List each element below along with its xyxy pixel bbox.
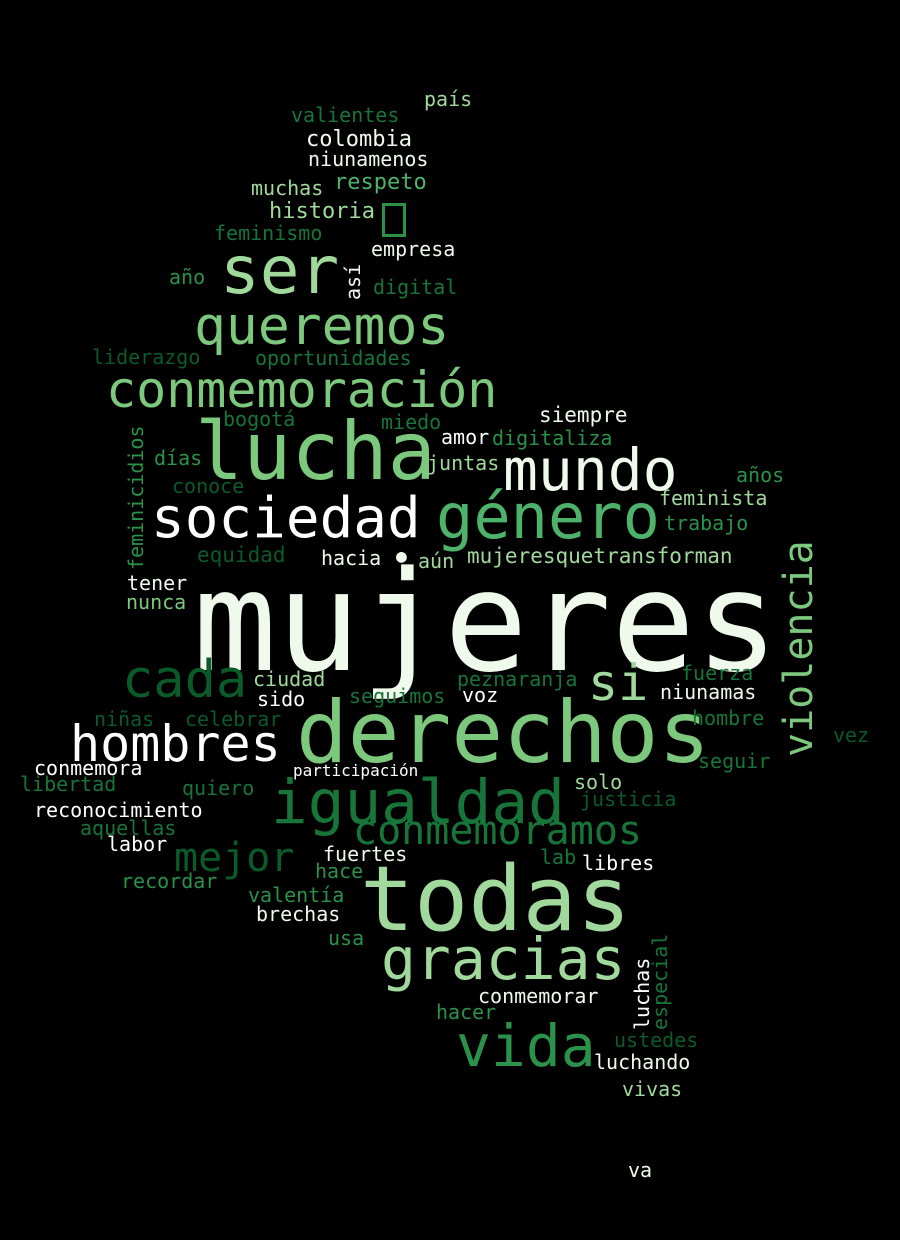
word-miedo: miedo bbox=[381, 410, 442, 434]
word-seguir: seguir bbox=[698, 749, 771, 773]
word-muchas: muchas bbox=[251, 176, 324, 200]
word-usa: usa bbox=[328, 926, 365, 950]
word-valientes: valientes bbox=[291, 103, 400, 127]
word-empresa: empresa bbox=[371, 237, 456, 261]
word-nunca: nunca bbox=[126, 590, 187, 614]
word-celebrar: celebrar bbox=[185, 707, 282, 731]
word-conmemoracion: conmemoración bbox=[106, 361, 498, 419]
word-aquellas: aquellas bbox=[80, 816, 177, 840]
word-luchas: luchas bbox=[630, 957, 654, 1030]
word-conmemoramos: conmemoramos bbox=[353, 808, 642, 854]
word-pais: país bbox=[424, 87, 473, 111]
word-mejor: mejor bbox=[174, 835, 295, 881]
word-sido: sido bbox=[257, 687, 306, 711]
word-justicia: justicia bbox=[580, 787, 677, 811]
word-vez: vez bbox=[833, 723, 870, 747]
word-vivas: vivas bbox=[622, 1077, 683, 1101]
word-sociedad: sociedad bbox=[151, 486, 421, 551]
word-libertad: libertad bbox=[20, 772, 117, 796]
word-violencia: violencia bbox=[776, 540, 822, 757]
word-juntas: juntas bbox=[427, 451, 500, 475]
word-niunamas: niunamas bbox=[660, 680, 757, 704]
word-ciudad: ciudad bbox=[253, 667, 326, 691]
word-lucha: lucha bbox=[195, 405, 436, 498]
word-gracias: gracias bbox=[381, 925, 626, 993]
word-fuertes: fuertes bbox=[323, 842, 408, 866]
word-genero: género bbox=[436, 480, 660, 553]
word-historia: historia bbox=[269, 199, 375, 224]
word-asi: así bbox=[341, 263, 365, 300]
word-hacia: hacia bbox=[321, 546, 382, 570]
word-respeto: respeto bbox=[334, 170, 427, 195]
word-dias: días bbox=[154, 446, 203, 470]
word-tener: tener bbox=[127, 571, 188, 595]
word-colombia: colombia bbox=[306, 127, 412, 152]
word-equidad: equidad bbox=[197, 543, 286, 567]
word-solo: solo bbox=[574, 770, 623, 794]
missing-glyph-icon bbox=[382, 203, 406, 237]
word-mujeres: mujeres bbox=[193, 541, 779, 703]
word-ser: ser bbox=[220, 232, 340, 309]
word-ninas: niñas bbox=[94, 707, 155, 731]
word-peznaranja: peznaranja bbox=[457, 667, 578, 691]
word-quiero: quiero bbox=[182, 776, 255, 800]
word-anos: años bbox=[736, 463, 785, 487]
word-vida: vida bbox=[456, 1012, 596, 1080]
word-digitaliza: digitaliza bbox=[492, 426, 613, 450]
word-trabajo: trabajo bbox=[664, 511, 749, 535]
word-hace: hace bbox=[315, 859, 364, 883]
word-reconocimiento: reconocimiento bbox=[34, 798, 203, 822]
word-seguimos: seguimos bbox=[349, 684, 446, 708]
word-ustedes: ustedes bbox=[614, 1028, 699, 1052]
word-libres: libres bbox=[582, 851, 655, 875]
word-mundo: mundo bbox=[503, 436, 678, 504]
word-brechas: brechas bbox=[256, 902, 341, 926]
word-participacion: participación bbox=[293, 761, 419, 780]
word-queremos: queremos bbox=[194, 296, 450, 357]
word-si: si bbox=[588, 654, 649, 712]
word-digital: digital bbox=[373, 275, 458, 299]
word-bogota: bogotá bbox=[223, 407, 296, 431]
word-luchando: luchando bbox=[594, 1050, 691, 1074]
word-conoce: conoce bbox=[172, 474, 245, 498]
word-igualdad: igualdad bbox=[271, 767, 565, 838]
word-ano: año bbox=[169, 265, 206, 289]
word-siempre: siempre bbox=[539, 403, 628, 427]
word-voz: voz bbox=[462, 683, 499, 707]
word-fuerza: fuerza bbox=[681, 661, 754, 685]
word-mujeresquetransforman: mujeresquetransforman bbox=[467, 544, 733, 568]
word-feminismo: feminismo bbox=[214, 221, 323, 245]
word-cada: cada bbox=[122, 650, 248, 710]
word-feminista: feminista bbox=[659, 486, 768, 510]
word-conmemorar: conmemorar bbox=[478, 984, 599, 1008]
word-va: va bbox=[628, 1158, 653, 1182]
word-hombre: hombre bbox=[692, 706, 765, 730]
word-todas: todas bbox=[360, 847, 631, 952]
word-oportunidades: oportunidades bbox=[255, 346, 412, 370]
word-derechos: derechos bbox=[296, 683, 711, 783]
word-hombres: hombres bbox=[70, 715, 281, 773]
word-valentia: valentía bbox=[248, 883, 345, 907]
word-conmemora: conmemora bbox=[34, 756, 143, 780]
word-amor: amor bbox=[441, 425, 490, 449]
bullet-icon: ● bbox=[396, 546, 407, 567]
word-hacer: hacer bbox=[436, 1000, 497, 1024]
word-liderazgo: liderazgo bbox=[92, 345, 201, 369]
word-lab: lab bbox=[540, 845, 577, 869]
word-recordar: recordar bbox=[121, 869, 218, 893]
word-feminicidios: feminicidios bbox=[124, 425, 148, 571]
word-aun: aún bbox=[418, 549, 455, 573]
word-niunamenos: niunamenos bbox=[308, 147, 429, 171]
word-labor: labor bbox=[107, 832, 168, 856]
